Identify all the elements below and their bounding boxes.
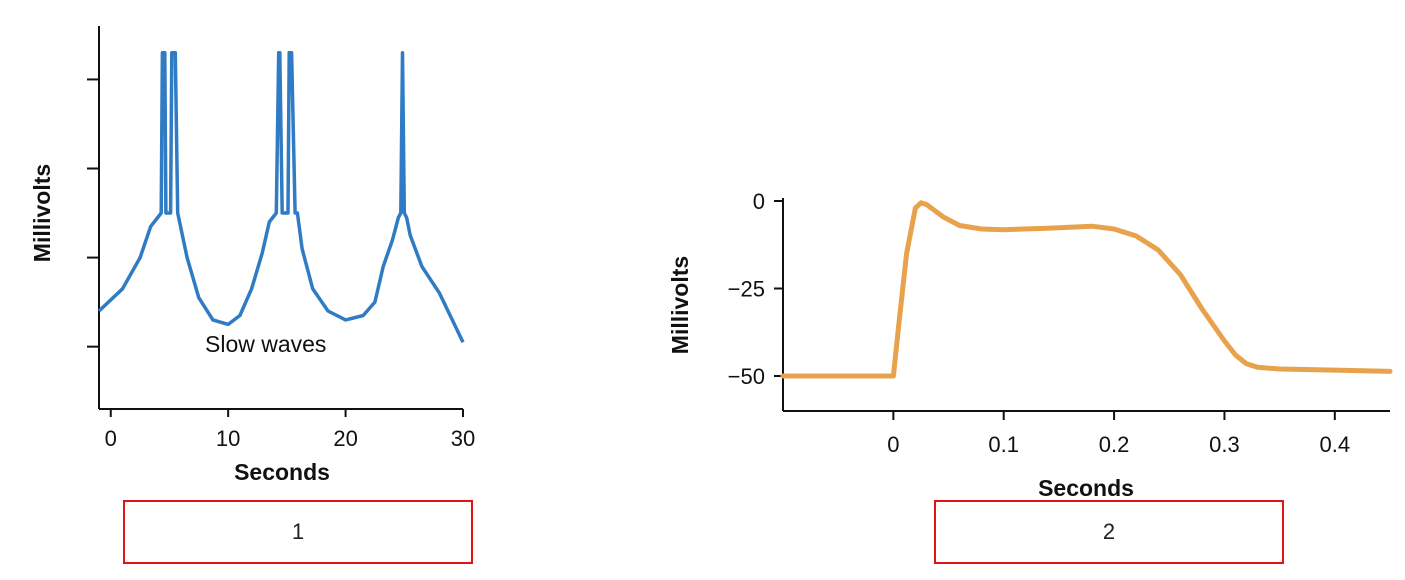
label-box-1-text: 1 <box>291 519 305 544</box>
chart1-x-tick-label-3: 30 <box>451 426 475 451</box>
chart1-x-tick-label-2: 20 <box>333 426 357 451</box>
chart1-x-axis-title: Seconds <box>234 459 330 485</box>
chart2-y-tick-label-0: 0 <box>753 189 765 214</box>
chart2-y-tick-label-2: −50 <box>728 364 765 389</box>
chart1-x-tick-label-0: 0 <box>105 426 117 451</box>
chart-1-slow-waves: 0 10 20 30 Slow waves Seconds Millivolts <box>29 26 475 485</box>
label-box-1: 1 <box>123 500 473 564</box>
chart1-x-tick-label-1: 10 <box>216 426 240 451</box>
chart2-x-tick-label-2: 0.2 <box>1099 432 1130 457</box>
label-box-2: 2 <box>934 500 1284 564</box>
chart2-y-axis-title: Millivolts <box>667 256 693 354</box>
chart2-y-tick-label-1: −25 <box>728 277 765 302</box>
chart2-x-axis-title: Seconds <box>1038 475 1134 500</box>
chart1-annotation: Slow waves <box>205 331 326 357</box>
chart2-series-line <box>780 200 1393 379</box>
chart2-x-tick-label-1: 0.1 <box>988 432 1019 457</box>
chart1-series-line <box>97 50 465 343</box>
label-box-2-text: 2 <box>1102 519 1116 544</box>
chart1-y-axis-title: Millivolts <box>29 164 55 262</box>
chart2-x-tick-label-3: 0.3 <box>1209 432 1240 457</box>
chart-2-action-potential: 0 −25 −50 0 0.1 0.2 0.3 0.4 Seconds Millivolts <box>667 189 1393 500</box>
chart2-x-tick-label-0: 0 <box>887 432 899 457</box>
chart2-x-tick-label-4: 0.4 <box>1320 432 1351 457</box>
